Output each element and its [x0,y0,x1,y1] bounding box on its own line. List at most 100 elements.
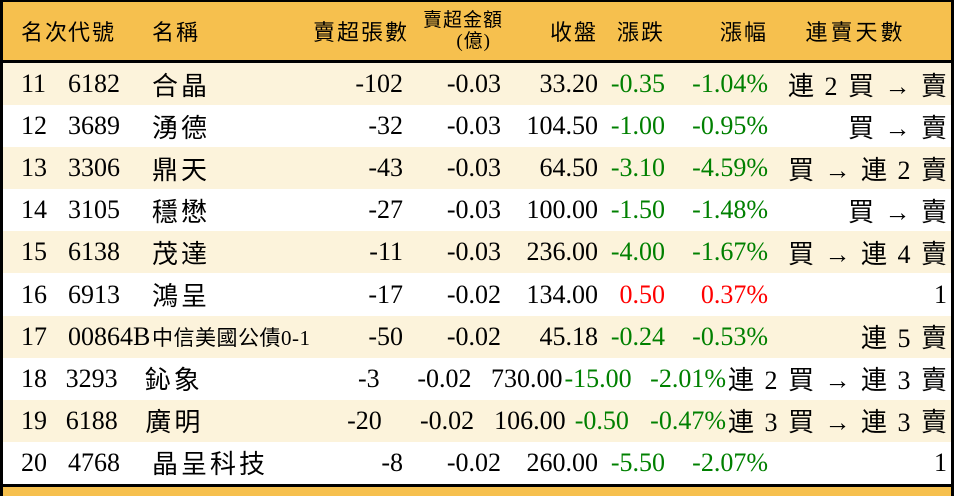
table-row: 15 6138 茂達 -11 -0.03 236.00 -4.00 -1.67%… [3,231,951,274]
col-header-streak-days: 連賣天數 [805,20,906,45]
cell-streak-days: 1 [934,279,949,309]
cell-streak-days: 連 3 買 → 連 3 賣 [727,408,949,438]
cell-sell-volume: -32 [368,111,403,141]
cell-sell-volume: -43 [368,153,403,183]
cell-change-pct: -1.04% [692,69,768,99]
cell-close: 260.00 [526,447,599,477]
cell-change-pct: -1.67% [692,237,768,267]
cell-sell-volume: -3 [358,363,380,393]
table-row: 17 00864B 中信美國公債0-1 -50 -0.02 45.18 -0.2… [3,315,951,358]
cell-name: 晶呈科技 [152,450,269,480]
cell-change-pct: 0.37% [700,279,768,309]
table-row: 19 6188 廣明 -20 -0.02 106.00 -0.50 -0.47%… [3,399,951,442]
table-row: 11 6182 合晶 -102 -0.03 33.20 -0.35 -1.04%… [3,63,951,106]
col-header-change-pct: 漲幅 [719,20,768,45]
cell-streak-days: 買 → 賣 [847,113,949,143]
cell-sell-volume: -27 [368,195,403,225]
table-body: 11 6182 合晶 -102 -0.03 33.20 -0.35 -1.04%… [3,63,951,484]
cell-sell-amount: -0.02 [446,321,501,351]
table-row: 20 4768 晶呈科技 -8 -0.02 260.00 -5.50 -2.07… [3,441,951,484]
cell-sell-amount: -0.03 [446,111,501,141]
cell-close: 106.00 [494,405,566,435]
cell-sell-amount: -0.02 [420,405,475,435]
cell-sell-volume: -50 [368,321,403,351]
cell-change: -3.10 [610,153,665,183]
table-footer-bar [3,484,951,496]
cell-change: -5.50 [610,447,665,477]
cell-change-pct: -0.47% [650,405,726,435]
cell-rank: 16 [21,279,47,309]
col-header-rank: 名次 [21,20,70,45]
cell-sell-volume: -11 [369,237,403,267]
cell-name: 鴻呈 [152,282,211,312]
cell-name: 廣明 [145,408,204,438]
cell-change: -15.00 [564,363,632,393]
cell-close: 730.00 [490,363,563,393]
cell-rank: 12 [21,111,47,141]
cell-streak-days: 買 → 賣 [847,197,949,227]
cell-close: 134.00 [526,279,599,309]
cell-close: 236.00 [526,237,599,267]
cell-code: 3689 [68,111,120,141]
cell-sell-amount: -0.03 [446,237,501,267]
cell-sell-volume: -17 [368,279,403,309]
cell-name: 穩懋 [152,197,211,227]
cell-code: 6913 [68,279,120,309]
col-header-close: 收盤 [549,20,598,45]
cell-streak-days: 買 → 連 4 賣 [787,239,949,269]
table-row: 14 3105 穩懋 -27 -0.03 100.00 -1.50 -1.48%… [3,189,951,232]
table-row: 16 6913 鴻呈 -17 -0.02 134.00 0.50 0.37% 1 [3,273,951,316]
table-row: 12 3689 湧德 -32 -0.03 104.50 -1.00 -0.95%… [3,105,951,148]
cell-sell-amount: -0.02 [417,363,472,393]
cell-name: 茂達 [152,239,211,269]
cell-rank: 18 [21,363,47,393]
col-header-code: 代號 [68,20,117,45]
cell-sell-amount: -0.03 [446,153,501,183]
cell-streak-days: 連 5 賣 [860,324,949,354]
cell-close: 104.50 [526,111,599,141]
cell-name: 鼎天 [152,155,211,185]
cell-name: 合晶 [152,71,211,101]
cell-sell-amount: -0.02 [446,279,501,309]
cell-streak-days: 連 2 買 → 賣 [787,71,949,101]
col-header-change: 漲跌 [616,20,665,45]
cell-rank: 13 [21,153,47,183]
cell-change: 0.50 [619,279,666,309]
cell-close: 100.00 [526,195,599,225]
cell-change: -0.24 [610,321,665,351]
cell-change-pct: -4.59% [692,153,768,183]
cell-code: 3105 [68,195,120,225]
cell-code: 6188 [65,405,118,435]
cell-rank: 11 [21,69,47,99]
cell-code: 3293 [65,363,118,393]
cell-change-pct: -2.07% [692,447,768,477]
cell-streak-days: 連 2 買 → 連 3 賣 [727,366,949,396]
table-header-row: 名次 代號 名稱 賣超張數 賣超金額 (億) 收盤 漲跌 漲幅 連賣天數 [3,2,951,63]
cell-close: 33.20 [539,69,599,99]
table-row: 18 3293 鈊象 -3 -0.02 730.00 -15.00 -2.01%… [3,357,951,400]
cell-sell-amount: -0.03 [446,195,501,225]
cell-change-pct: -1.48% [692,195,768,225]
cell-code: 6138 [68,237,120,267]
cell-sell-volume: -20 [347,405,382,435]
cell-code: 00864B [68,321,151,351]
cell-rank: 20 [21,447,47,477]
col-header-sell-volume: 賣超張數 [313,20,410,45]
cell-streak-days: 買 → 連 2 賣 [787,155,949,185]
cell-sell-volume: -8 [381,447,403,477]
col-header-sell-amount-line2: (億) [456,31,491,52]
cell-rank: 15 [21,237,47,267]
cell-change: -0.35 [610,69,665,99]
cell-code: 6182 [68,69,120,99]
cell-name: 湧德 [152,113,211,143]
cell-close: 64.50 [539,153,599,183]
cell-change-pct: -0.95% [692,111,768,141]
cell-rank: 14 [21,195,47,225]
cell-code: 4768 [68,447,120,477]
cell-change: -1.50 [610,195,665,225]
cell-change-pct: -2.01% [650,363,726,393]
cell-change: -4.00 [610,237,665,267]
cell-name: 中信美國公債0-1 [152,325,311,350]
cell-code: 3306 [68,153,120,183]
